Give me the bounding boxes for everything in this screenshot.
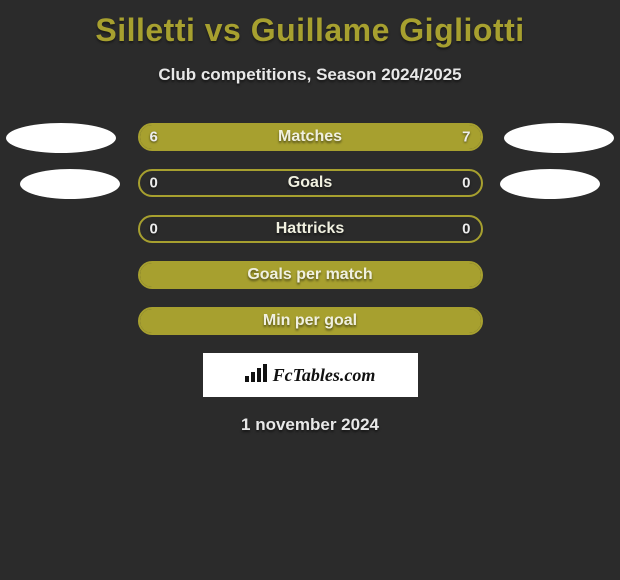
- logo: FcTables.com: [245, 364, 376, 387]
- logo-box[interactable]: FcTables.com: [203, 353, 418, 397]
- comparison-title: Silletti vs Guillame Gigliotti: [0, 0, 620, 49]
- stat-label: Goals per match: [140, 266, 481, 284]
- player-right-avatar-1: [504, 123, 614, 153]
- player-right-avatar-2: [500, 169, 600, 199]
- comparison-subtitle: Club competitions, Season 2024/2025: [0, 65, 620, 85]
- stats-area: 67Matches 00Goals 00Hattricks Goals per mat…: [0, 123, 620, 335]
- stat-bar: Min per goal: [138, 307, 483, 335]
- stat-bar: 67Matches: [138, 123, 483, 151]
- bars-icon: [245, 364, 269, 387]
- logo-text: FcTables.com: [273, 365, 376, 386]
- stat-label: Hattricks: [140, 220, 481, 238]
- stat-label: Min per goal: [140, 312, 481, 330]
- player-left-avatar-1: [6, 123, 116, 153]
- stat-bar: Goals per match: [138, 261, 483, 289]
- stat-bar: 00Goals: [138, 169, 483, 197]
- stat-bar: 00Hattricks: [138, 215, 483, 243]
- bars-container: 67Matches 00Goals 00Hattricks Goals per mat…: [0, 123, 620, 335]
- stat-label: Goals: [140, 174, 481, 192]
- stat-label: Matches: [140, 128, 481, 146]
- player-left-avatar-2: [20, 169, 120, 199]
- date-line: 1 november 2024: [0, 415, 620, 435]
